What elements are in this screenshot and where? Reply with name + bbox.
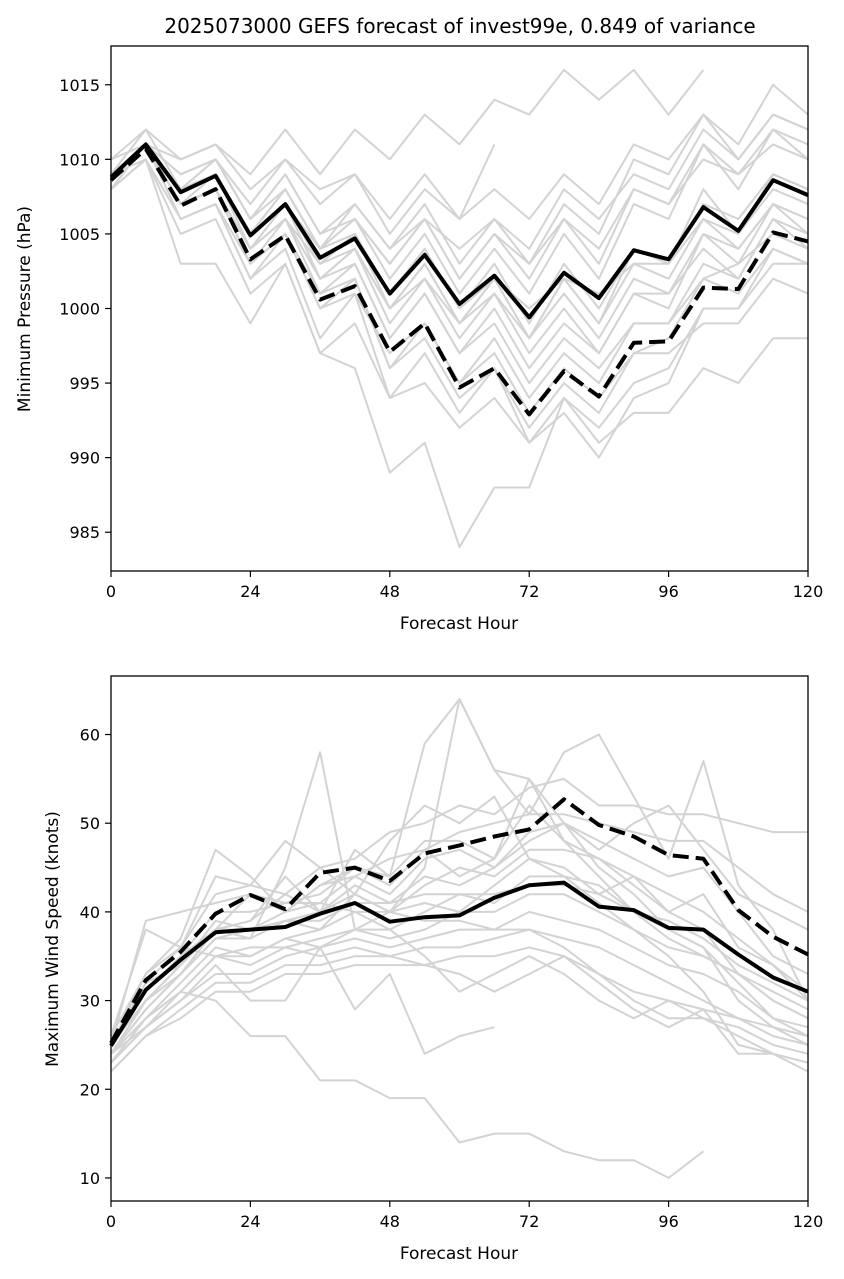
pressure-y-tick-label: 995	[69, 374, 100, 393]
wind-member-18	[110, 777, 809, 1046]
pressure-member-4	[110, 113, 809, 280]
pressure-x-tick-label: 120	[793, 582, 824, 601]
chart-title: 2025073000 GEFS forecast of invest99e, 0…	[164, 14, 755, 38]
wind-member-10	[110, 893, 809, 1064]
wind-member-7	[110, 822, 809, 1055]
wind-y-tick-label: 30	[80, 992, 100, 1011]
pressure-y-tick-label: 985	[69, 523, 100, 542]
wind-member-6	[110, 804, 809, 1046]
wind-member-13	[110, 946, 809, 1073]
wind-member-1	[110, 990, 705, 1179]
pressure-member-20	[110, 143, 809, 265]
pressure-x-tick-label: 96	[658, 582, 678, 601]
wind-member-14	[110, 928, 809, 1064]
wind-member-16	[110, 813, 809, 1046]
pressure-x-tick-label: 0	[106, 582, 116, 601]
wind-member-20	[110, 884, 809, 1055]
pressure-member-5	[110, 128, 809, 295]
wind-y-tick-label: 10	[80, 1169, 100, 1188]
pressure-member-9	[110, 158, 809, 429]
pressure-dashed-line	[109, 146, 809, 417]
wind-member-21	[110, 893, 809, 1064]
pressure-y-axis-label: Minimum Pressure (hPa)	[15, 206, 35, 412]
pressure-member-3	[110, 83, 809, 235]
pressure-y-tick-label: 1000	[59, 300, 100, 319]
wind-solid-line	[109, 880, 809, 1047]
pressure-x-axis-label: Forecast Hour	[400, 614, 518, 634]
wind-x-tick-label: 24	[240, 1212, 260, 1231]
wind-y-tick-label: 60	[80, 726, 100, 745]
wind-member-17	[110, 777, 808, 1046]
wind-plot-frame	[110, 675, 809, 1202]
wind-member-22	[110, 928, 809, 1064]
pressure-member-1	[110, 68, 705, 176]
wind-x-tick-label: 0	[106, 1212, 116, 1231]
wind-x-tick-label: 96	[658, 1212, 678, 1231]
pressure-solid-line	[109, 142, 809, 320]
pressure-y-tick-label: 1005	[59, 225, 100, 244]
wind-member-15	[110, 822, 809, 1055]
wind-y-tick-label: 20	[80, 1080, 100, 1099]
wind-y-tick-label: 40	[80, 903, 100, 922]
wind-chart: 0 24 48 72 96 120 10 20 30 40 50 60	[80, 675, 824, 1231]
wind-y-axis-label: Maximum Wind Speed (knots)	[43, 811, 63, 1067]
wind-x-axis-label: Forecast Hour	[400, 1244, 518, 1264]
wind-x-tick-label: 120	[793, 1212, 824, 1231]
pressure-y-tick-label: 1015	[59, 76, 100, 95]
pressure-x-tick-label: 24	[240, 582, 260, 601]
pressure-member-11	[110, 158, 808, 549]
pressure-chart: 0 24 48 72 96 120 985 990 995 1000 1005 1010 1015	[59, 45, 824, 601]
pressure-y-tick-label: 1010	[59, 150, 100, 169]
pressure-x-tick-label: 72	[519, 582, 539, 601]
pressure-member-17	[110, 143, 808, 444]
pressure-member-16	[110, 143, 809, 414]
pressure-y-tick-label: 990	[69, 449, 100, 468]
wind-x-tick-label: 48	[380, 1212, 400, 1231]
wind-y-tick-label: 50	[80, 814, 100, 833]
wind-x-tick-label: 72	[519, 1212, 539, 1231]
pressure-member-8	[110, 143, 809, 399]
wind-member-5	[110, 795, 809, 1037]
wind-member-11	[110, 910, 809, 1064]
wind-member-8	[110, 848, 809, 1055]
wind-member-12	[110, 928, 809, 1073]
pressure-member-13	[110, 143, 809, 310]
pressure-x-tick-label: 48	[380, 582, 400, 601]
wind-member-19	[110, 857, 809, 1073]
wind-dashed-line	[109, 797, 809, 1045]
